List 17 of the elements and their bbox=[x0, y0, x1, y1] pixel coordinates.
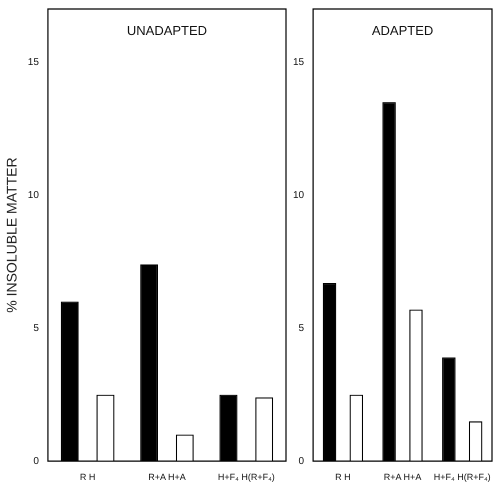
y-tick-label: 0 bbox=[33, 456, 40, 467]
x-tick-label: R H bbox=[335, 472, 351, 482]
x-tick-label: R+A H+A bbox=[148, 472, 186, 482]
x-tick-label: H+F₄ H(R+F₄) bbox=[434, 472, 491, 482]
x-tick-label: H+F₄ H(R+F₄) bbox=[218, 472, 275, 482]
y-tick-label: 10 bbox=[28, 190, 40, 201]
y-tick-label: 0 bbox=[298, 456, 305, 467]
y-tick-label: 5 bbox=[33, 322, 40, 334]
y-tick-label: 10 bbox=[293, 190, 305, 201]
x-tick-label: R H bbox=[80, 472, 96, 482]
y-tick-label: 15 bbox=[28, 56, 40, 68]
y-axis-title: % INSOLUBLE MATTER bbox=[3, 157, 20, 313]
text: ADAPTED bbox=[372, 23, 434, 38]
x-tick-label: R+A H+A bbox=[384, 472, 422, 482]
y-tick-label: 5 bbox=[298, 322, 305, 334]
text: UNADAPTED bbox=[126, 23, 208, 38]
y-tick-label: 15 bbox=[293, 56, 305, 68]
